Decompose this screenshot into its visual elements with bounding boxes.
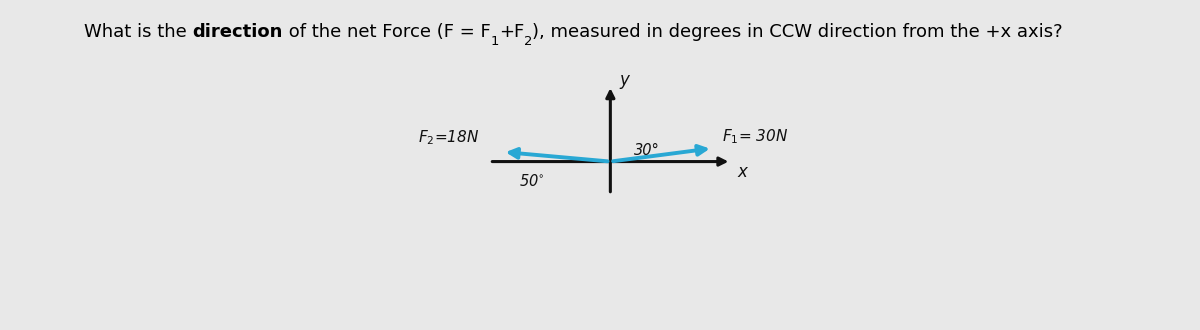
Text: of the net Force (F = F: of the net Force (F = F [283, 23, 491, 41]
Text: 2: 2 [524, 35, 533, 48]
Text: x: x [738, 163, 748, 181]
Text: +F: +F [499, 23, 524, 41]
Text: 30°: 30° [634, 143, 660, 158]
Text: 50$^{\circ}$: 50$^{\circ}$ [518, 173, 544, 189]
Text: 1: 1 [491, 35, 499, 48]
Text: direction: direction [192, 23, 283, 41]
Text: ), measured in degrees in CCW direction from the +x axis?: ), measured in degrees in CCW direction … [533, 23, 1063, 41]
Text: $F_2$=18N: $F_2$=18N [419, 128, 480, 147]
Text: $F_1$= 30N: $F_1$= 30N [722, 127, 788, 146]
Text: What is the: What is the [84, 23, 192, 41]
Text: y: y [619, 71, 629, 89]
